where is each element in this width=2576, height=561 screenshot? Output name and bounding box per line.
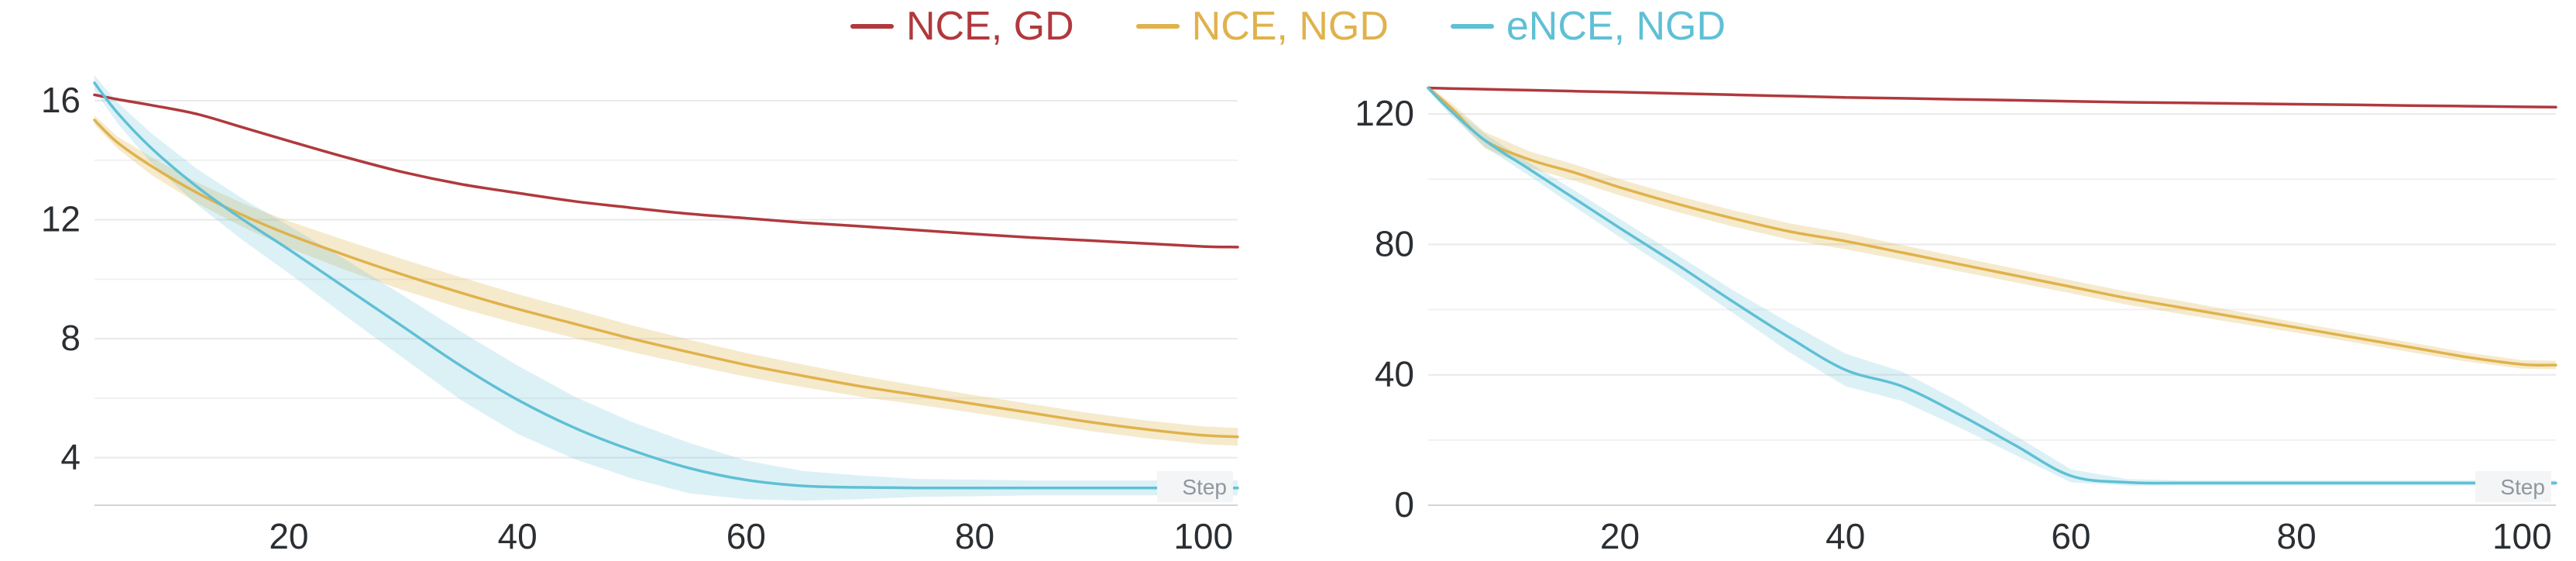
y-tick-label: 4 xyxy=(60,437,81,477)
series-line-nce-gd xyxy=(1427,86,2557,109)
y-tick-label: 120 xyxy=(1355,93,1414,133)
x-tick-label: 20 xyxy=(1600,516,1640,556)
legend-line-swatch xyxy=(1135,24,1180,29)
charts-row: 4 8 12 16 20 40 60 80 100 Step 0 40 80 120 20 40 60 80 10… xyxy=(0,50,2576,561)
series-line-nce-gd xyxy=(93,93,1239,249)
series-line-nce-ngd xyxy=(1427,86,2557,367)
y-tick-label: 0 xyxy=(1394,484,1414,525)
x-tick-label: 80 xyxy=(2277,516,2317,556)
legend-label: eNCE, NGD xyxy=(1506,4,1726,49)
y-tick-label: 80 xyxy=(1375,223,1414,263)
xlabel-chip xyxy=(1157,471,1233,502)
legend: NCE, GD NCE, NGD eNCE, NGD xyxy=(0,0,2576,50)
confidence-band-nce-ngd xyxy=(94,115,1238,446)
series-line-nce-ngd xyxy=(93,119,1239,439)
y-tick-label: 40 xyxy=(1375,354,1414,394)
x-axis-label: Step xyxy=(2500,475,2545,499)
y-tick-label: 12 xyxy=(41,199,81,239)
x-tick-label: 60 xyxy=(726,516,766,556)
legend-item-nce-ngd: NCE, NGD xyxy=(1135,3,1389,50)
x-tick-label: 40 xyxy=(1826,516,1865,556)
x-tick-label: 100 xyxy=(1173,516,1233,556)
x-tick-label: 40 xyxy=(498,516,538,556)
xlabel-chip xyxy=(2475,471,2551,502)
series-line-ence-ngd xyxy=(93,81,1239,490)
left-loss-chart: 4 8 12 16 20 40 60 80 100 Step xyxy=(41,75,1239,556)
x-tick-label: 20 xyxy=(269,516,308,556)
legend-item-nce-gd: NCE, GD xyxy=(850,3,1074,50)
legend-line-swatch xyxy=(1450,24,1494,29)
x-tick-label: 60 xyxy=(2051,516,2090,556)
series-line-ence-ngd xyxy=(1427,86,2557,485)
y-tick-label: 8 xyxy=(60,318,81,358)
x-tick-label: 80 xyxy=(955,516,994,556)
legend-label: NCE, GD xyxy=(905,4,1074,49)
legend-item-ence-ngd: eNCE, NGD xyxy=(1450,3,1726,50)
y-tick-label: 16 xyxy=(41,80,81,120)
confidence-band-ence-ngd xyxy=(94,75,1238,501)
confidence-band-nce-ngd xyxy=(1428,85,2556,370)
x-axis-label: Step xyxy=(1182,475,1227,499)
confidence-band-ence-ngd xyxy=(1428,85,2556,486)
legend-label: NCE, NGD xyxy=(1191,4,1389,49)
right-loss-chart: 0 40 80 120 20 40 60 80 100 Step xyxy=(1355,85,2557,556)
x-tick-label: 100 xyxy=(2492,516,2552,556)
legend-line-swatch xyxy=(850,24,894,29)
